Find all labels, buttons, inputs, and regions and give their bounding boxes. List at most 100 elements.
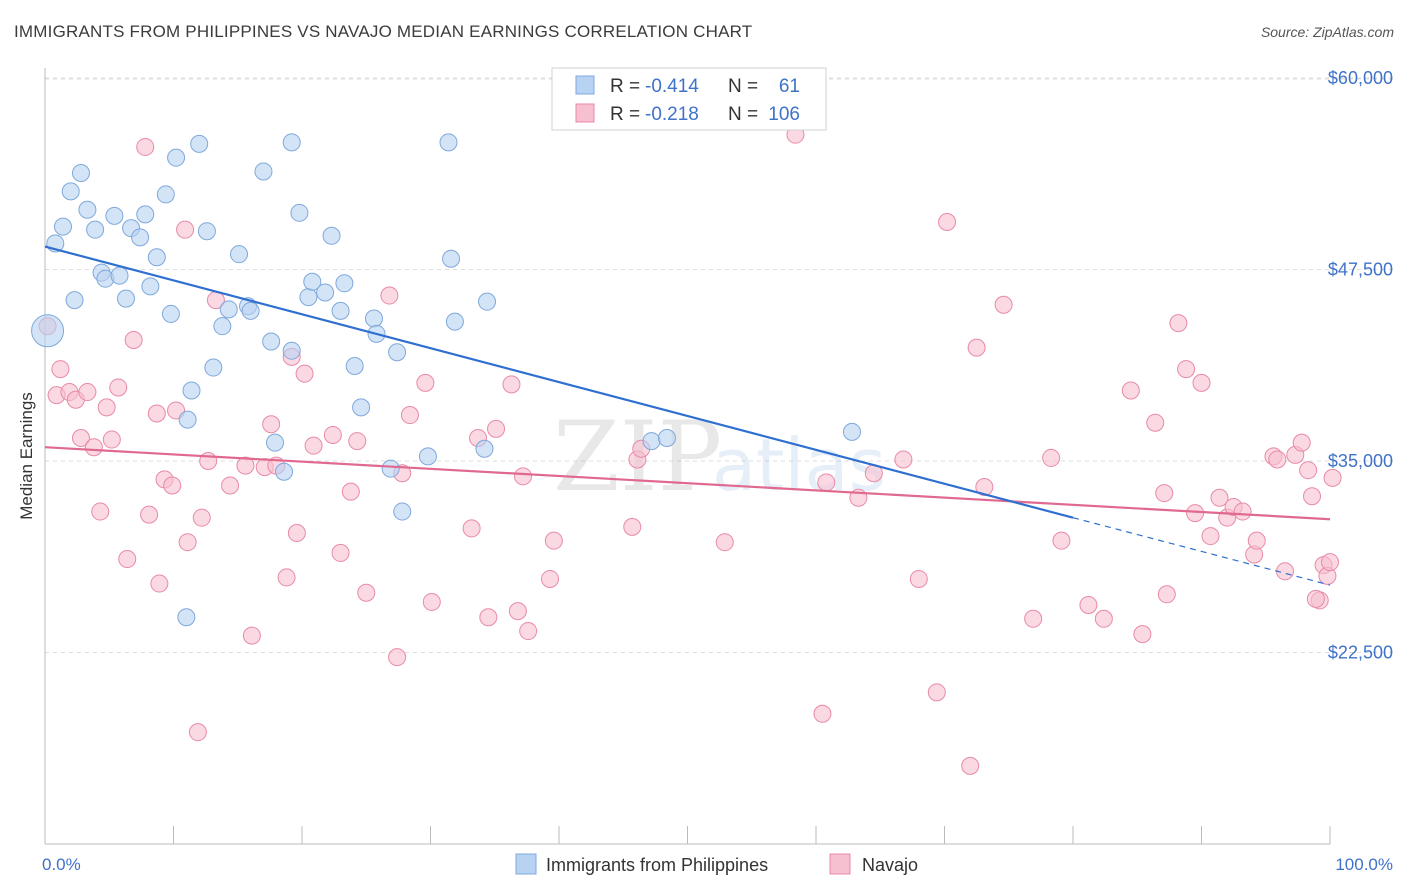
philippines-point (131, 228, 150, 247)
navajo-point (967, 338, 986, 357)
philippines-point (254, 162, 273, 181)
navajo-point (323, 425, 342, 444)
philippines-point (156, 185, 175, 204)
navajo-point (623, 517, 642, 536)
series-philippines-points (31, 133, 861, 627)
x-tick-label-max: 100.0% (1335, 855, 1393, 874)
navajo-point (400, 406, 419, 425)
navajo-point (813, 704, 832, 723)
legend-bottom-swatch-philippines (515, 853, 537, 875)
navajo-point (242, 626, 261, 645)
philippines-point (31, 314, 65, 348)
navajo-point (1052, 531, 1071, 550)
navajo-trend-line (44, 446, 1331, 521)
philippines-point (86, 220, 105, 239)
legend-r-label-1: R = (610, 76, 640, 97)
navajo-point (178, 533, 197, 552)
legend-n-label-2: N = (728, 104, 758, 125)
navajo-point (422, 592, 441, 611)
philippines-point (266, 433, 285, 452)
legend-bottom-label-navajo: Navajo (862, 855, 918, 875)
navajo-point (1247, 531, 1266, 550)
trend-lines (44, 245, 1331, 586)
philippines-point (178, 410, 197, 429)
navajo-point (715, 533, 734, 552)
y-tick-label: $22,500 (1328, 643, 1393, 663)
watermark: ZIP atlas (553, 401, 886, 513)
philippines-point (439, 133, 458, 152)
philippines-point (204, 358, 223, 377)
navajo-point (136, 137, 155, 156)
navajo-point (462, 519, 481, 538)
navajo-point (84, 438, 103, 457)
navajo-point (1233, 502, 1252, 521)
navajo-point (541, 569, 560, 588)
navajo-point (304, 436, 323, 455)
philippines-point (177, 608, 196, 627)
philippines-point (219, 300, 238, 319)
navajo-point (91, 502, 110, 521)
philippines-point (65, 291, 84, 310)
navajo-point (388, 648, 407, 667)
philippines-point (147, 248, 166, 267)
navajo-point (357, 583, 376, 602)
navajo-point (479, 608, 498, 627)
philippines-point (316, 283, 335, 302)
philippines-point (213, 317, 232, 336)
legend-bottom-swatch-navajo (829, 853, 851, 875)
legend-n-value-2: 106 (768, 104, 800, 125)
legend-r-value-2: -0.218 (645, 104, 699, 125)
y-axis-title: Median Earnings (17, 392, 36, 520)
navajo-point (817, 473, 836, 492)
navajo-point (1303, 487, 1322, 506)
philippines-point (282, 341, 301, 360)
navajo-point (909, 569, 928, 588)
navajo-point (150, 574, 169, 593)
chart-title: IMMIGRANTS FROM PHILIPPINES VS NAVAJO ME… (14, 22, 753, 41)
navajo-point (147, 404, 166, 423)
navajo-point (236, 456, 255, 475)
philippines-point (230, 245, 249, 264)
navajo-point (975, 478, 994, 497)
navajo-point (109, 378, 128, 397)
philippines-point (105, 206, 124, 225)
philippines-point (331, 301, 350, 320)
y-tick-labels: $22,500 $35,000 $47,500 $60,000 (1328, 68, 1393, 663)
navajo-point (514, 467, 533, 486)
philippines-point (290, 203, 309, 222)
navajo-point (1292, 433, 1311, 452)
navajo-point (331, 543, 350, 562)
y-tick-label: $47,500 (1328, 260, 1393, 280)
philippines-trend-extension (1072, 517, 1331, 586)
philippines-point (182, 381, 201, 400)
legend-bottom-label-philippines: Immigrants from Philippines (546, 855, 768, 875)
navajo-point (1210, 488, 1229, 507)
navajo-point (416, 373, 435, 392)
legend-swatch-philippines (575, 75, 595, 95)
navajo-point (1146, 413, 1165, 432)
navajo-point (380, 286, 399, 305)
philippines-point (335, 274, 354, 293)
philippines-point (78, 200, 97, 219)
navajo-point (1042, 448, 1061, 467)
philippines-point (53, 217, 72, 236)
navajo-point (1155, 484, 1174, 503)
philippines-point (167, 148, 186, 167)
navajo-point (519, 622, 538, 641)
philippines-point (116, 289, 135, 308)
source-credit: Source: ZipAtlas.com (1260, 24, 1394, 40)
legend-swatch-navajo (575, 103, 595, 123)
legend-box (551, 67, 827, 131)
philippines-point (842, 422, 861, 441)
philippines-point (262, 332, 281, 351)
philippines-point (352, 398, 371, 417)
philippines-point (299, 288, 318, 307)
philippines-point (161, 304, 180, 323)
navajo-point (78, 383, 97, 402)
legend-top: R = -0.414 N = 61 R = -0.218 N = 106 (551, 67, 827, 131)
x-axis (44, 826, 1331, 845)
navajo-point (1299, 461, 1318, 480)
navajo-point (1024, 609, 1043, 628)
navajo-point (927, 683, 946, 702)
